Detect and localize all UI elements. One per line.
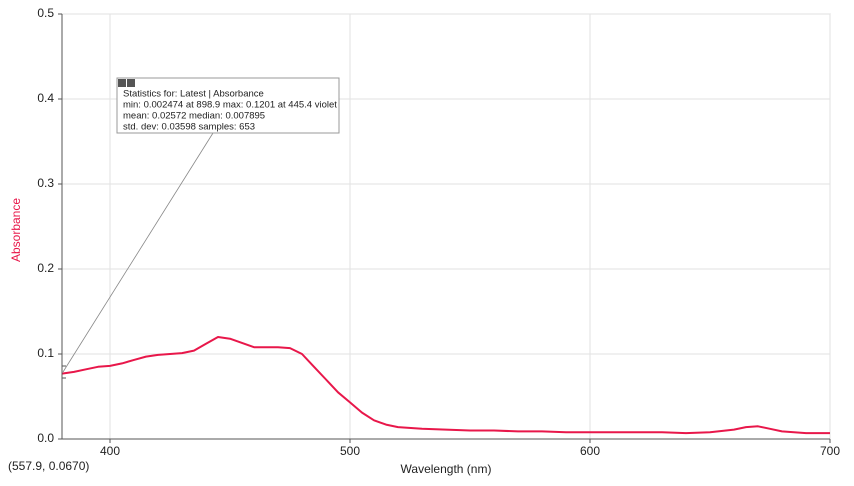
y-tick-label: 0.4	[37, 91, 54, 105]
y-tick-label: 0.3	[37, 176, 54, 190]
y-tick-label: 0.5	[37, 6, 54, 20]
x-axis-label: Wavelength (nm)	[401, 462, 492, 476]
x-tick-label: 600	[580, 444, 600, 458]
x-tick-label: 500	[340, 444, 360, 458]
y-tick-label: 0.2	[37, 261, 54, 275]
x-tick-label: 400	[100, 444, 120, 458]
y-tick-label: 0.0	[37, 431, 54, 445]
y-axis-label: Absorbance	[9, 198, 23, 262]
stats-line: Statistics for: Latest | Absorbance	[123, 89, 264, 100]
stats-box	[116, 77, 340, 134]
stats-line: mean: 0.02572 median: 0.007895	[123, 111, 265, 122]
plot-area: 0.0 0.1 0.2 0.3 0.4 0.5 400 500 600 700	[37, 6, 840, 458]
cursor-readout: (557.9, 0.0670)	[8, 459, 89, 473]
data-line	[61, 336, 830, 435]
box-icon	[118, 79, 126, 87]
box-icon	[127, 79, 135, 87]
x-tick-label: 700	[820, 444, 840, 458]
leader-line	[62, 132, 214, 373]
stats-line: std. dev: 0.03598 samples: 653	[123, 122, 255, 133]
cursor-bracket	[61, 365, 66, 379]
y-tick-label: 0.1	[37, 346, 54, 360]
stats-line: min: 0.002474 at 898.9 max: 0.1201 at 44…	[123, 100, 337, 111]
